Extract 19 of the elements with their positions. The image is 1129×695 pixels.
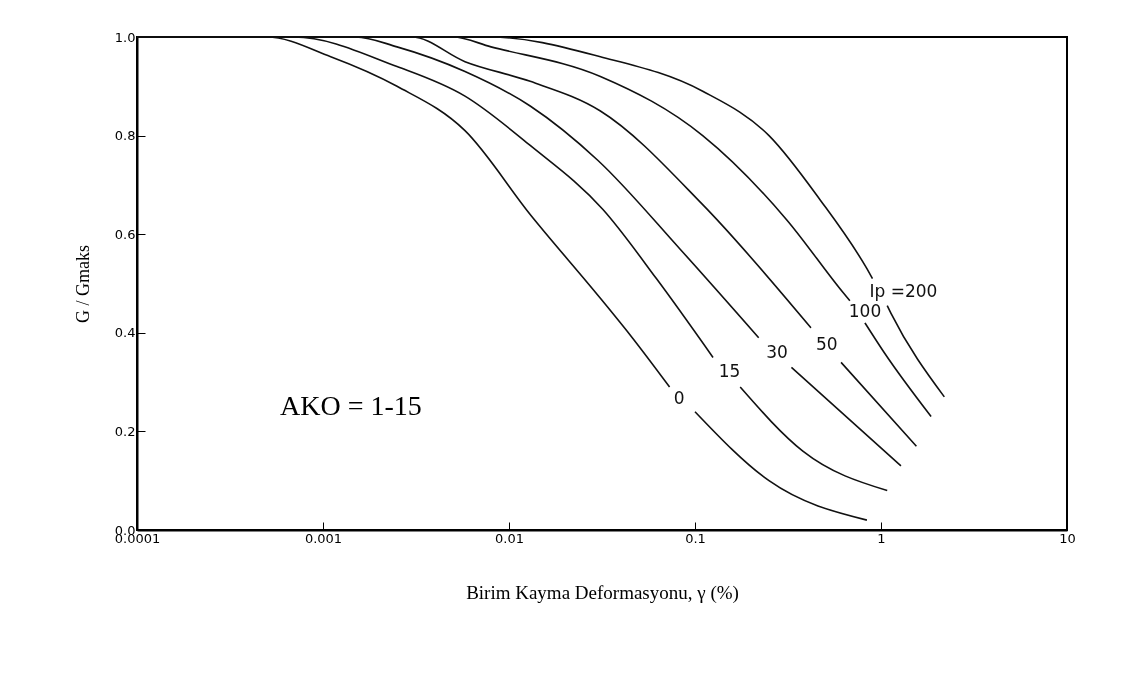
series-label: 50 (816, 334, 838, 355)
x-tick-label: 1 (877, 530, 886, 546)
y-tick-label: 0.4 (114, 325, 136, 341)
x-tick-label: 0.01 (495, 530, 524, 546)
series-label: 100 (848, 300, 882, 321)
y-tick-label: 1.0 (114, 29, 136, 45)
series-label: Ip =200 (869, 281, 938, 302)
y-axis-title: G / Gmaks (72, 245, 93, 323)
y-tick-label: 0.6 (114, 226, 136, 242)
series-label: 30 (766, 341, 788, 362)
x-tick-label: 0.1 (685, 530, 706, 546)
x-tick-label: 0.001 (304, 530, 343, 546)
x-axis-title: Birim Kayma Deformasyonu, γ (%) (466, 581, 739, 604)
y-tick-label: 0.2 (114, 423, 136, 439)
series-label: 15 (718, 361, 741, 382)
series-label: 0 (673, 388, 685, 409)
y-tick-label: 0.8 (114, 128, 136, 144)
x-tick-label: 10 (1059, 530, 1076, 546)
annotation: AKO = 1-15 (280, 389, 422, 421)
